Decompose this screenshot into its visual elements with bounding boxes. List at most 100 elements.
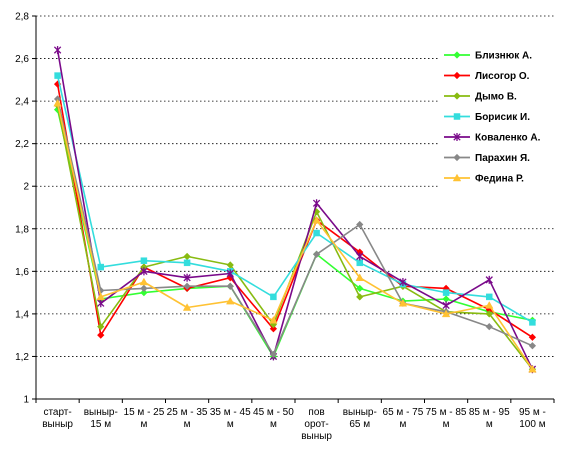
legend-marker [453,92,461,100]
data-point [356,293,364,301]
data-point [356,284,364,292]
data-point [441,309,451,318]
x-tick-label-line: 85 м - 95 [469,407,510,418]
x-tick-label-line: выныр [301,431,332,442]
series-7 [53,98,537,373]
legend-marker [453,51,461,59]
legend-item: Коваленко А. [444,133,541,144]
y-tick-label: 2,4 [15,97,29,108]
x-tick-label-line: м [443,419,450,430]
x-tick-label-line: выныр- [343,407,377,418]
legend-item: Борисик И. [444,112,530,123]
data-point [270,293,277,301]
y-tick-label: 1,8 [15,224,29,235]
y-tick-label: 2,8 [15,12,29,23]
legend-item: Парахин Я. [444,153,530,164]
x-tick-label-line: м [140,419,147,430]
x-tick-label-line: 15 м [90,419,111,430]
data-point [140,257,148,264]
series-line [56,98,533,356]
data-point [355,273,364,281]
series-4 [54,72,536,326]
x-tick-label: 65 м - 75 м [383,407,424,430]
data-point [442,289,450,296]
data-point [183,252,191,261]
axes [32,15,555,403]
x-tick-label-line: старт- [43,407,71,418]
data-point [226,296,235,305]
data-point [53,98,62,107]
series-line [56,49,534,370]
data-point [97,263,104,271]
legend-item: Близнюк А. [444,51,532,62]
x-tick-label-line: 15 м - 25 [124,407,165,418]
legend-label: Борисик И. [475,112,530,123]
data-point [96,292,105,301]
x-tick-label-line: 100 м [519,419,545,430]
x-tick-label: пов орот-выныр [301,407,332,442]
data-point [183,273,191,282]
data-point [528,364,537,373]
data-point [356,259,363,267]
data-point [53,46,62,55]
data-point [356,220,364,229]
data-point [226,269,234,278]
data-point [528,342,537,350]
data-point [97,323,105,331]
legend-label: Дымо В. [475,92,517,103]
y-tick-label: 1,6 [15,267,29,278]
data-point [140,267,148,276]
data-point [182,303,192,311]
data-point [529,319,536,326]
legend-marker [453,113,461,120]
data-point [485,323,493,331]
x-tick-label-line: пов [308,407,324,418]
series-line [56,75,533,324]
data-point [399,277,407,286]
data-point [485,310,493,318]
series-5 [53,46,537,374]
x-tick-label-line: м [486,419,493,430]
series-lines [53,46,537,374]
legend-marker [453,153,461,162]
data-point [485,275,493,284]
legend-label: Лисогор О. [475,71,530,82]
x-tick-label: 15 м - 25 м [124,407,165,430]
data-point [97,299,105,308]
legend-marker [453,133,461,141]
x-tick-label-line: 75 м - 85 [426,407,467,418]
y-tick-label: 2,2 [15,139,29,150]
x-tick-label: выныр-65 м [343,407,377,430]
legend-label: Коваленко А. [475,133,541,144]
x-tick-label: 75 м - 85 м [426,407,467,430]
x-tick-label-line: выныр [42,419,73,430]
data-point [269,325,278,333]
x-tick-label-line: 35 м - 45 [210,407,251,418]
data-point [139,277,149,286]
legend-marker [453,71,461,80]
data-point [528,333,537,341]
x-tick-label: 45 м - 50 м [253,407,294,430]
data-point [486,293,493,301]
series-line [56,103,534,370]
series-line [56,83,533,338]
y-tick-label: 1,4 [15,309,29,320]
x-tick-label: 95 м -100 м [519,407,546,430]
x-tick-label-line: 65 м - 75 [383,407,424,418]
x-tick-label-line: 45 м - 50 [253,407,294,418]
data-point [312,199,321,208]
x-tick-label-line: орот- [304,419,328,430]
legend-marker [452,173,462,182]
data-point [183,259,191,267]
x-tick-label-line: м [270,419,277,430]
data-point [312,215,321,224]
data-point [140,288,148,297]
x-tick-label-line: 95 м - [519,407,546,418]
y-tick-label: 1,2 [15,352,29,363]
x-tick-label: выныр-15 м [84,407,118,430]
x-tick-label: 85 м - 95 м [469,407,510,430]
x-tick-label-line: м [399,419,406,430]
data-point [269,315,278,324]
